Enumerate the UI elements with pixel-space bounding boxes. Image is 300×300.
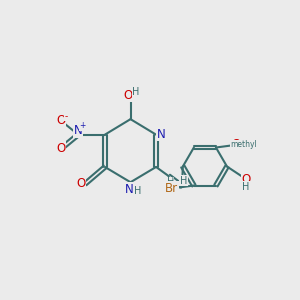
Text: Br: Br — [165, 182, 178, 195]
Text: methyl: methyl — [231, 140, 257, 149]
Text: O: O — [76, 177, 85, 190]
Text: N: N — [74, 124, 82, 137]
Text: O: O — [123, 88, 132, 102]
Text: H: H — [132, 87, 140, 97]
Text: H: H — [242, 182, 250, 192]
Text: H: H — [134, 186, 141, 196]
Text: H: H — [180, 176, 187, 186]
Text: -: - — [65, 112, 68, 121]
Text: O: O — [231, 138, 240, 151]
Text: N: N — [157, 128, 166, 141]
Text: O: O — [56, 142, 66, 155]
Text: N: N — [125, 183, 134, 196]
Text: O: O — [242, 173, 251, 186]
Text: +: + — [80, 122, 86, 130]
Text: O: O — [56, 114, 66, 127]
Text: H: H — [167, 177, 174, 187]
